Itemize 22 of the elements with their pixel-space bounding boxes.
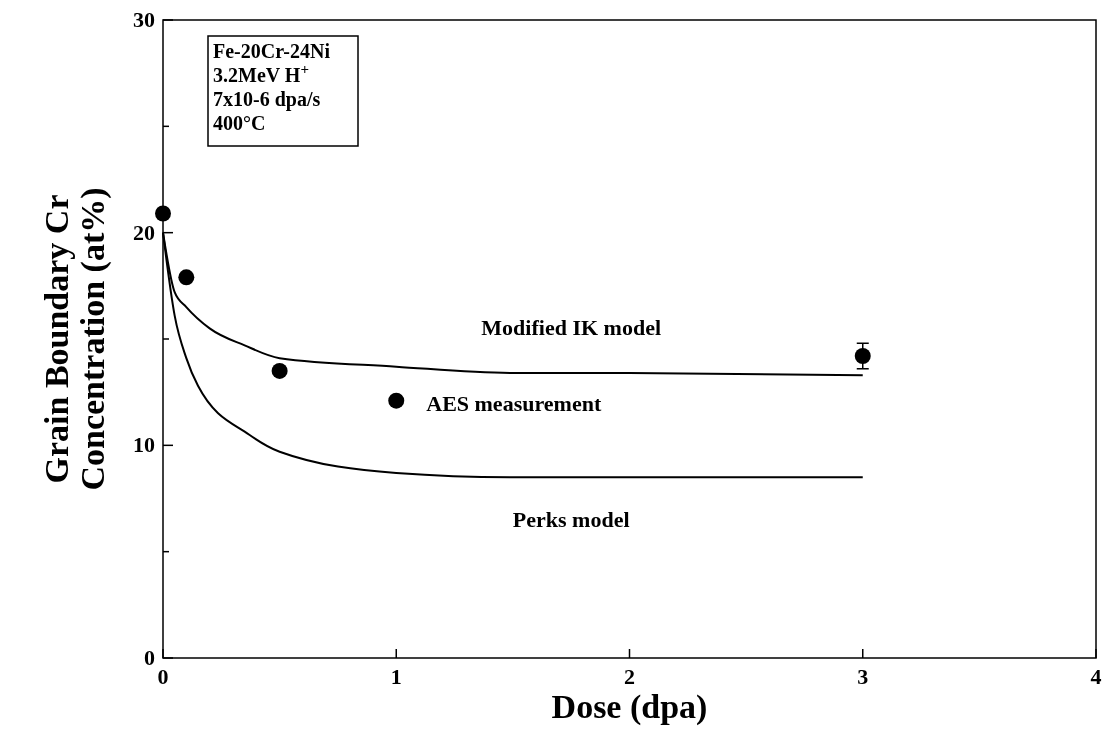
annotation: 3.2MeV H$^{+}$ [213,61,309,86]
point [854,348,871,365]
x-tick-label: 2 [624,664,635,689]
point [271,362,288,379]
x-tick-label: 3 [857,664,869,689]
x-tick-label: 4 [1090,664,1102,689]
y-tick-label: 0 [144,645,155,670]
annotation: 400°C [213,112,266,134]
point [178,269,195,286]
series-label: AES measurement [426,390,602,416]
x-axis-title: Dose (dpa) [551,688,708,726]
annotation: 7x10-6 dpa/s [213,88,321,111]
y-tick-label: 10 [133,432,155,458]
y-tick-label: 30 [133,7,155,32]
point [155,205,171,222]
series-label: Perks model [512,507,630,533]
annotation: Fe-20Cr-24Ni [213,40,331,62]
series-label: Modified IK model [481,315,662,341]
y-axis-title: Grain Boundary Cr Concentration (at%) [38,187,112,491]
x-tick-label: 1 [390,664,402,689]
y-tick-label: 20 [133,219,155,245]
point [388,392,405,409]
